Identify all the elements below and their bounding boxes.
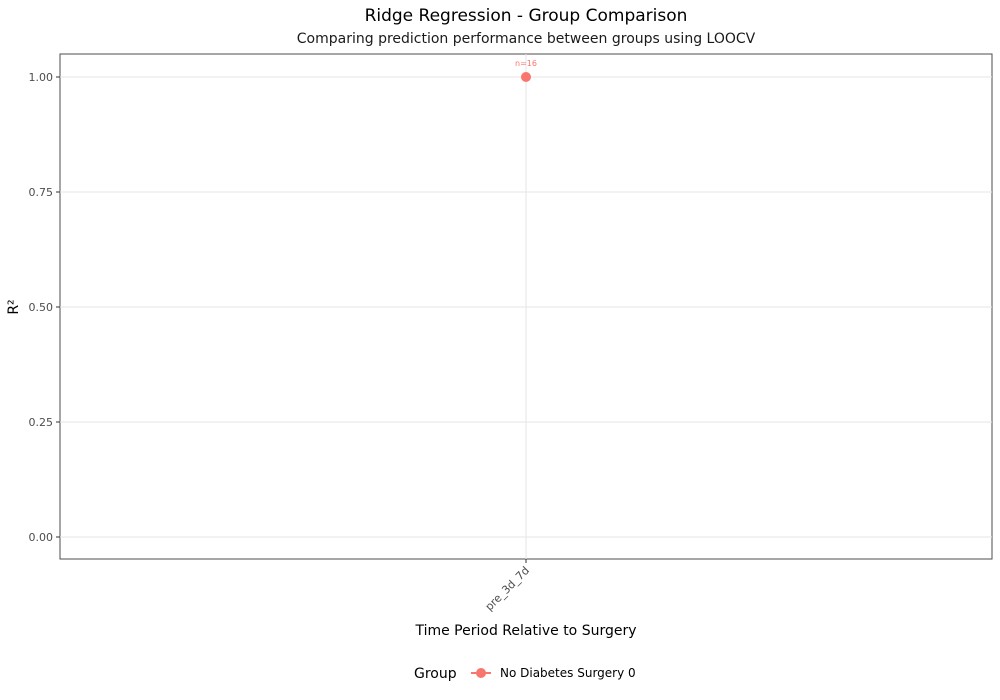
series-layer: n=16 bbox=[515, 59, 537, 82]
legend: Group No Diabetes Surgery 0 bbox=[414, 666, 636, 682]
y-tick-label: 0.50 bbox=[29, 301, 54, 314]
x-tick-label: pre_3d_7d bbox=[483, 564, 532, 613]
data-label: n=16 bbox=[515, 59, 537, 68]
x-axis-title: Time Period Relative to Surgery bbox=[414, 623, 636, 639]
chart-title: Ridge Regression - Group Comparison bbox=[365, 6, 688, 26]
y-axis: 0.00 0.25 0.50 0.75 1.00 bbox=[29, 71, 60, 544]
y-tick-label: 0.25 bbox=[29, 416, 54, 429]
legend-title: Group bbox=[414, 666, 457, 682]
y-tick-label: 0.75 bbox=[29, 186, 54, 199]
data-point bbox=[521, 72, 531, 82]
chart-subtitle: Comparing prediction performance between… bbox=[297, 31, 756, 47]
legend-key-point bbox=[476, 668, 486, 678]
y-tick-label: 1.00 bbox=[29, 71, 54, 84]
legend-label: No Diabetes Surgery 0 bbox=[500, 666, 636, 680]
y-axis-title: R² bbox=[6, 299, 22, 314]
x-axis: pre_3d_7d bbox=[483, 559, 532, 613]
y-tick-label: 0.00 bbox=[29, 531, 54, 544]
